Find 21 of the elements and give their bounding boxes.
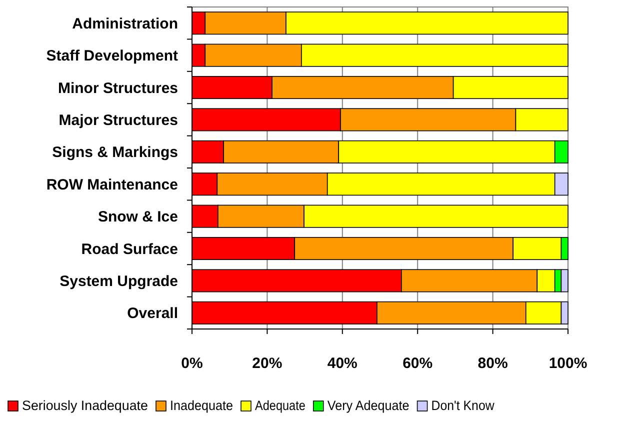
y-tick-label: Signs & Markings [52,144,178,162]
legend-label: Don't Know [431,398,500,413]
legend-label: Adequate [255,398,313,413]
legend-label: Seriously Inadequate [22,398,149,413]
x-tick-label: 100% [548,355,588,372]
x-tick-label: 80% [478,355,508,372]
x-tick-label: 40% [327,355,358,372]
x-tick-label: 0% [181,355,203,372]
y-tick-label: Major Structures [58,112,178,129]
y-tick-label: Snow & Ice [98,208,178,226]
y-tick-label: Staff Development [46,48,178,65]
y-tick-label: System Upgrade [60,272,178,290]
y-tick-label: Administration [72,15,178,32]
y-tick-label: Minor Structures [58,80,178,97]
x-tick-label: 60% [402,355,433,372]
y-tick-label: Road Surface [81,240,178,258]
y-tick-label: ROW Maintenance [46,176,178,194]
x-tick-label: 20% [252,355,282,372]
legend-label: Very Adequate [327,398,416,413]
legend-label: Inadequate [170,398,238,413]
y-tick-label: Overall [127,305,178,322]
